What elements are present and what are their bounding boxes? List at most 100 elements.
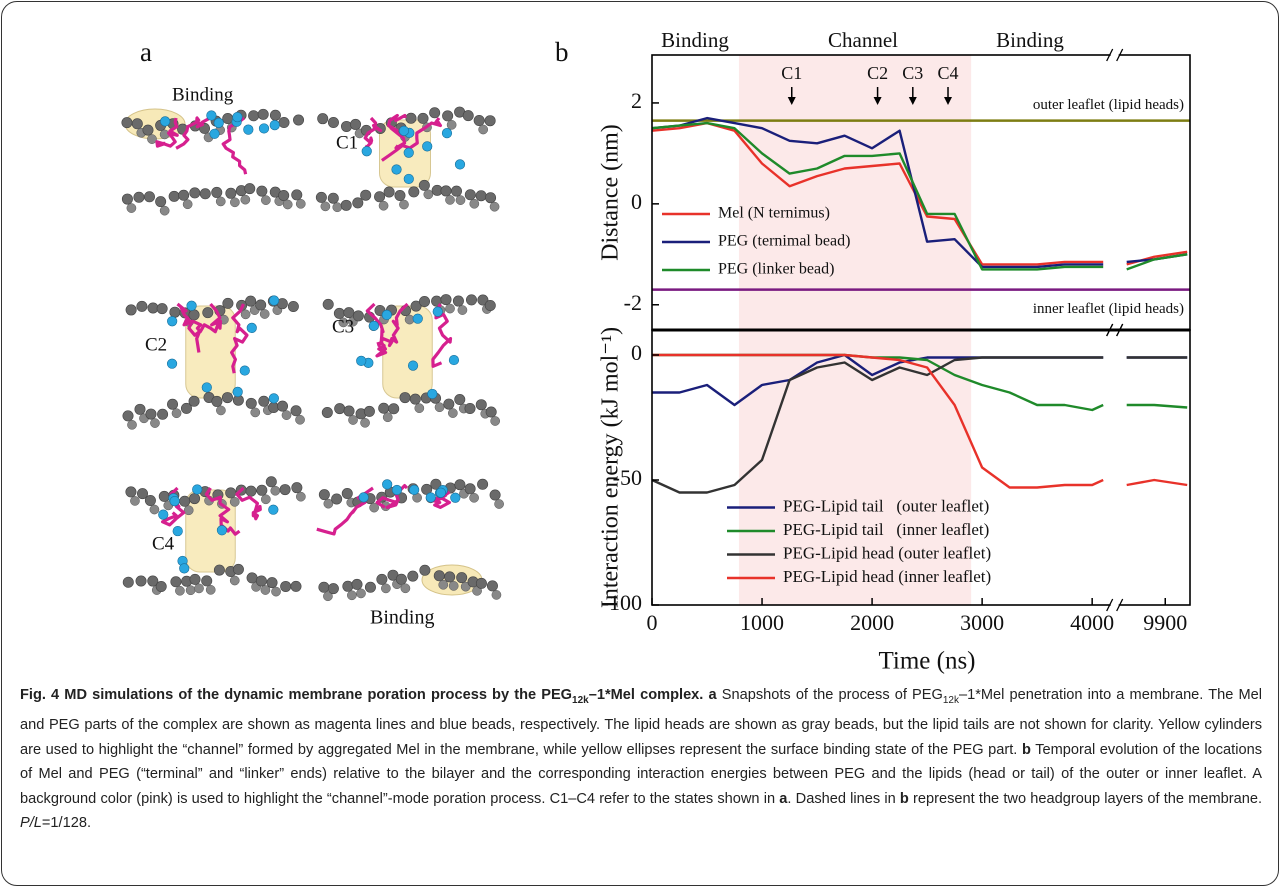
peg-bead (179, 563, 190, 574)
lipid-bead (340, 199, 352, 211)
legend-label: PEG (linker bead) (718, 261, 834, 278)
lipid-bead (121, 117, 133, 129)
lipid-bead (400, 583, 411, 594)
lipid-bead (245, 295, 257, 307)
snapshot-label: C1 (336, 132, 358, 153)
lipid-bead (250, 407, 261, 418)
lipid-bead (133, 191, 145, 203)
lipid-bead (189, 493, 201, 505)
x-tick-label: 1000 (740, 610, 784, 635)
lipid-bead (491, 590, 502, 600)
lipid-bead (157, 408, 169, 420)
lipid-bead (320, 201, 331, 212)
channel-highlight (738, 55, 972, 330)
lipid-bead (430, 478, 442, 490)
text: Fig. 4 MD simulations of the dynamic mem… (20, 687, 573, 703)
peg-bead (239, 365, 250, 376)
lipid-bead (363, 405, 375, 417)
lipid-bead (447, 408, 458, 418)
lipid-bead (338, 317, 349, 328)
lipid-bead (295, 414, 305, 425)
peg-bead (425, 492, 436, 503)
mel-peptide (387, 113, 407, 150)
peg-bead (398, 125, 410, 136)
lipid-bead (484, 300, 496, 312)
lipid-bead (199, 188, 211, 200)
lipid-bead (322, 298, 334, 310)
lipid-bead (448, 581, 459, 591)
lipid-bead (229, 496, 240, 507)
peg-bead (201, 382, 212, 393)
lipid-bead (213, 564, 225, 576)
lipid-bead (143, 191, 155, 203)
lipid-bead (331, 493, 343, 505)
phase-label: Channel (828, 28, 898, 52)
part-ref: b (1021, 741, 1031, 758)
text: =1/128. (41, 814, 92, 831)
mel-peptide (175, 116, 211, 150)
lipid-bead (446, 120, 457, 130)
lipid-bead (147, 575, 159, 587)
lipid-bead (211, 186, 223, 198)
peg-bead (403, 147, 414, 158)
lipid-bead (334, 403, 346, 415)
lipid-bead (478, 124, 489, 135)
lipid-bead (395, 573, 407, 585)
lipid-bead (183, 505, 194, 516)
lipid-bead (240, 309, 251, 320)
series-line (652, 353, 1188, 489)
peg-bead (427, 388, 438, 400)
lipid-bead (278, 116, 290, 128)
peg-bead (381, 309, 392, 320)
lipid-bead (434, 402, 445, 413)
lipid-bead (189, 573, 201, 585)
lipid-bead (438, 579, 449, 590)
figure: a Binding C1 C2 C3 C4 Binding b outer le… (121, 28, 1191, 675)
peg-bead (368, 320, 379, 331)
state-arrowhead (944, 97, 953, 105)
x-axis-label: Time (ns) (878, 648, 975, 675)
peg-bead (166, 358, 178, 369)
lipid-bead (348, 415, 358, 425)
lipid-bead (293, 114, 305, 126)
lipid-bead (201, 575, 213, 587)
y-tick-label: 0 (631, 189, 642, 214)
lipid-bead (255, 575, 267, 587)
lipid-bead (489, 489, 501, 501)
lipid-bead (445, 195, 455, 205)
series-line (651, 356, 1188, 494)
lipid-bead (261, 195, 271, 205)
mel-peptide (204, 487, 241, 536)
axis-break (1116, 48, 1124, 62)
lipid-bead (369, 502, 379, 513)
lipid-bead (443, 398, 455, 410)
series-line (651, 121, 1188, 271)
y-tick-label: 2 (631, 88, 642, 113)
lipid-bead (121, 193, 133, 205)
mel-peptide (235, 486, 262, 521)
lipid-bead (149, 504, 160, 515)
lipid-bead (409, 393, 421, 405)
lipid-bead (279, 484, 291, 496)
lipid-bead (155, 196, 167, 208)
mel-peptide (380, 117, 442, 162)
peg-bead (167, 316, 178, 327)
mel-peptide (176, 302, 202, 353)
lipid-bead (464, 189, 476, 201)
lipid-bead (350, 118, 362, 130)
lipid-bead (490, 416, 501, 426)
peg-bead (243, 124, 254, 135)
lipid-bead (278, 189, 290, 201)
lipid-bead (417, 112, 429, 124)
phase-label: Binding (661, 28, 729, 52)
peg-bead (216, 525, 228, 536)
lipid-bead (188, 395, 200, 407)
peg-bead (358, 492, 369, 503)
y-tick-label: -50 (613, 465, 642, 490)
peg-bead (409, 484, 420, 495)
lipid-bead (454, 394, 466, 406)
lipid-bead (456, 572, 468, 584)
state-label: C2 (867, 63, 888, 83)
lipid-bead (142, 124, 154, 136)
